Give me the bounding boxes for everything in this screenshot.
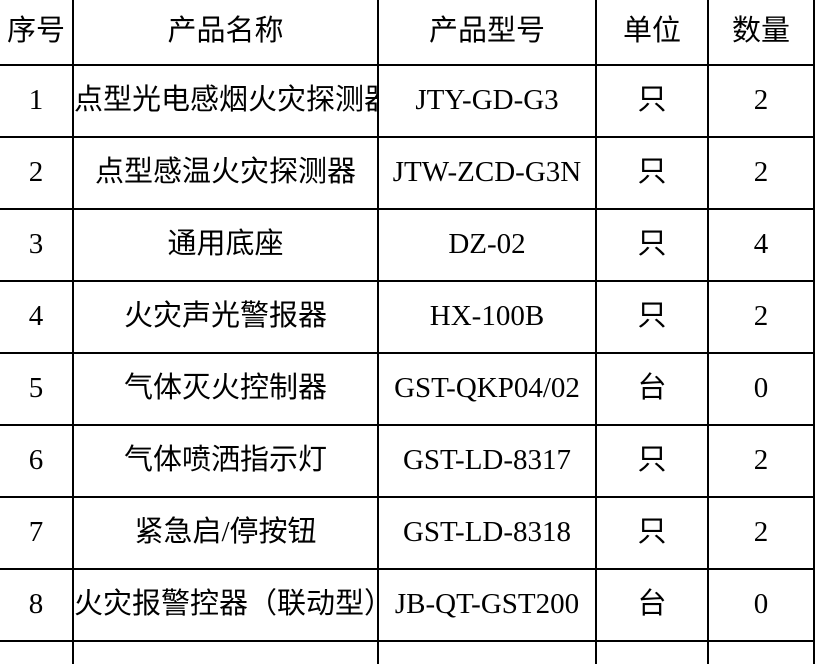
cell-product-model: JTW-ZCD-G3N: [378, 137, 597, 210]
cell-product-name: 气体喷洒指示灯: [73, 425, 379, 498]
cell-unit: 只: [596, 209, 709, 282]
cell-serial: 7: [0, 497, 74, 570]
cell-product-name: 通用底座: [73, 209, 379, 282]
cell-serial: 5: [0, 353, 74, 426]
table-row: 6 气体喷洒指示灯 GST-LD-8317 只 2: [0, 425, 815, 498]
cell-quantity: 0: [708, 353, 815, 426]
table-row: 2 点型感温火灾探测器 JTW-ZCD-G3N 只 2: [0, 137, 815, 210]
cell-quantity: 2: [708, 425, 815, 498]
header-cell-product-name: 产品名称: [73, 0, 379, 66]
cell-serial: 6: [0, 425, 74, 498]
cell-product-model: JTY-GD-G3: [378, 65, 597, 138]
table-row: 8 火灾报警控器（联动型） JB-QT-GST200 台 0: [0, 569, 815, 642]
header-row: 序号 产品名称 产品型号 单位 数量: [0, 0, 815, 66]
cell-unit: 只: [596, 497, 709, 570]
header-cell-quantity: 数量: [708, 0, 815, 66]
cell-serial: [0, 641, 74, 664]
cell-quantity: [708, 641, 815, 664]
table-row: 1 点型光电感烟火灾探测器 JTY-GD-G3 只 2: [0, 65, 815, 138]
header-cell-unit: 单位: [596, 0, 709, 66]
cell-serial: 2: [0, 137, 74, 210]
cell-product-model: HX-100B: [378, 281, 597, 354]
cell-unit: [596, 641, 709, 664]
table-row: 7 紧急启/停按钮 GST-LD-8318 只 2: [0, 497, 815, 570]
cell-unit: 台: [596, 569, 709, 642]
cell-serial: 3: [0, 209, 74, 282]
cell-quantity: 2: [708, 65, 815, 138]
cell-product-name: 火灾声光警报器: [73, 281, 379, 354]
cell-unit: 台: [596, 353, 709, 426]
cell-unit: 只: [596, 425, 709, 498]
cell-serial: 8: [0, 569, 74, 642]
cell-quantity: 2: [708, 497, 815, 570]
cell-product-model: DZ-02: [378, 209, 597, 282]
table-row: 4 火灾声光警报器 HX-100B 只 2: [0, 281, 815, 354]
cell-serial: 4: [0, 281, 74, 354]
cell-unit: 只: [596, 65, 709, 138]
cell-product-name: [73, 641, 379, 664]
cell-product-model: GST-QKP04/02: [378, 353, 597, 426]
cell-quantity: 4: [708, 209, 815, 282]
partial-next-row: [0, 641, 815, 664]
cell-product-name: 火灾报警控器（联动型）: [73, 569, 379, 642]
cell-unit: 只: [596, 137, 709, 210]
table-row: 5 气体灭火控制器 GST-QKP04/02 台 0: [0, 353, 815, 426]
header-cell-serial: 序号: [0, 0, 74, 66]
cell-quantity: 2: [708, 281, 815, 354]
header-cell-product-model: 产品型号: [378, 0, 597, 66]
cell-quantity: 0: [708, 569, 815, 642]
cell-product-model: GST-LD-8318: [378, 497, 597, 570]
table-row: 3 通用底座 DZ-02 只 4: [0, 209, 815, 282]
cell-product-name: 点型感温火灾探测器: [73, 137, 379, 210]
cell-product-name: 紧急启/停按钮: [73, 497, 379, 570]
cell-product-name: 点型光电感烟火灾探测器: [73, 65, 379, 138]
cell-product-model: JB-QT-GST200: [378, 569, 597, 642]
cell-product-model: [378, 641, 597, 664]
cell-product-name: 气体灭火控制器: [73, 353, 379, 426]
cell-unit: 只: [596, 281, 709, 354]
cell-serial: 1: [0, 65, 74, 138]
cell-quantity: 2: [708, 137, 815, 210]
cell-product-model: GST-LD-8317: [378, 425, 597, 498]
